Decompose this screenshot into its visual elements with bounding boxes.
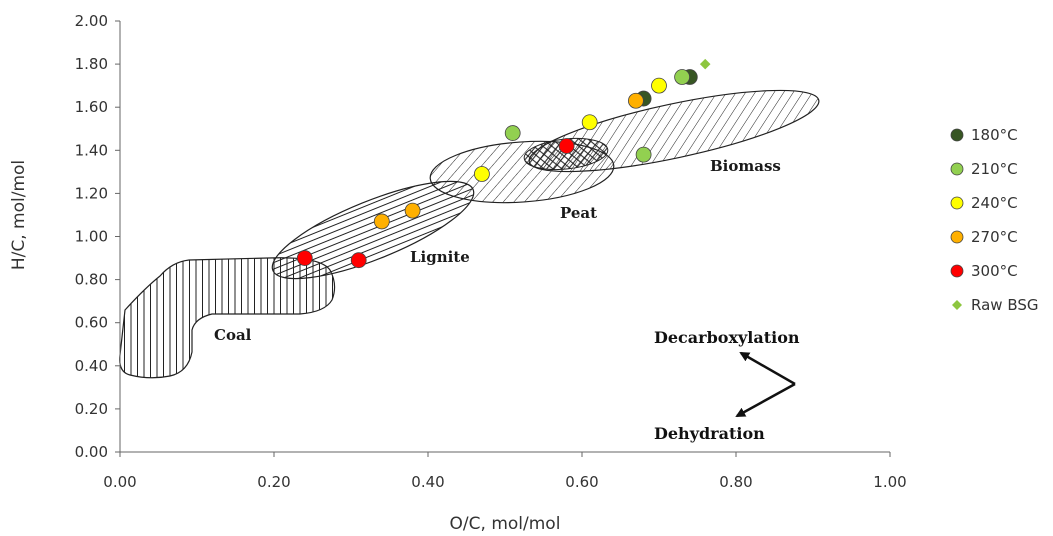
y-tick-label: 2.00 xyxy=(75,12,108,30)
y-ticks: 0.00 0.20 0.40 0.60 0.80 1.00 1.20 1.40 1.60 1.80… xyxy=(75,12,120,461)
legend: 180°C 210°C 240°C 270°C 300°C Raw BSG xyxy=(950,126,1039,314)
legend-label: 270°C xyxy=(971,228,1018,246)
point-series-4 xyxy=(350,252,367,269)
point-series-2 xyxy=(473,166,490,182)
x-ticks: 0.00 0.20 0.40 0.60 0.80 1.00 xyxy=(103,452,907,491)
peat-label: Peat xyxy=(560,204,597,222)
y-tick-label: 1.40 xyxy=(75,141,108,159)
legend-marker xyxy=(950,230,964,244)
regions xyxy=(119,89,820,379)
y-tick-label: 0.60 xyxy=(75,314,108,332)
coal-region xyxy=(119,257,336,379)
point-series-3 xyxy=(373,213,390,230)
point-series-2 xyxy=(651,77,667,94)
point-series-1 xyxy=(504,125,521,141)
y-tick-label: 1.80 xyxy=(75,55,108,73)
legend-marker xyxy=(950,196,964,210)
y-tick-label: 0.80 xyxy=(75,271,108,289)
decarboxylation-arrow xyxy=(739,351,796,386)
point-series-4 xyxy=(558,138,575,154)
x-tick-label: 0.20 xyxy=(257,473,290,491)
point-series-5 xyxy=(698,57,712,71)
legend-label: 210°C xyxy=(971,160,1018,178)
legend-marker xyxy=(952,300,962,310)
x-tick-label: 0.40 xyxy=(411,473,444,491)
x-tick-label: 1.00 xyxy=(873,473,906,491)
point-series-1 xyxy=(674,69,690,85)
y-tick-label: 1.00 xyxy=(75,228,108,246)
biomass-label: Biomass xyxy=(710,157,781,175)
coal-label: Coal xyxy=(214,326,252,344)
y-axis-title: H/C, mol/mol xyxy=(9,160,29,270)
y-tick-label: 0.00 xyxy=(75,443,108,461)
point-series-2 xyxy=(581,114,598,131)
x-tick-label: 0.80 xyxy=(719,473,752,491)
dehydration-label: Dehydration xyxy=(654,424,765,443)
decarboxylation-label: Decarboxylation xyxy=(654,328,800,347)
legend-label: 180°C xyxy=(971,126,1018,144)
y-tick-label: 0.40 xyxy=(75,357,108,375)
point-series-1 xyxy=(635,146,652,163)
reaction-arrows xyxy=(735,351,796,418)
point-series-3 xyxy=(404,202,421,219)
x-axis-title: O/C, mol/mol xyxy=(450,514,561,534)
point-series-4 xyxy=(296,250,313,266)
y-tick-label: 1.20 xyxy=(75,184,108,202)
y-tick-label: 1.60 xyxy=(75,98,108,116)
point-series-3 xyxy=(628,92,644,109)
legend-marker xyxy=(950,128,964,142)
x-tick-label: 0.60 xyxy=(565,473,598,491)
legend-marker xyxy=(950,264,964,278)
legend-marker xyxy=(950,162,964,176)
x-tick-label: 0.00 xyxy=(103,473,136,491)
legend-label: 240°C xyxy=(971,194,1018,212)
lignite-label: Lignite xyxy=(410,248,470,266)
legend-label: Raw BSG xyxy=(971,296,1039,314)
dehydration-arrow xyxy=(735,382,796,418)
y-tick-label: 0.20 xyxy=(75,400,108,418)
data-points xyxy=(296,57,712,269)
legend-label: 300°C xyxy=(971,262,1018,280)
axes: 0.00 0.20 0.40 0.60 0.80 1.00 1.20 1.40 1.60 1.80… xyxy=(75,12,907,491)
